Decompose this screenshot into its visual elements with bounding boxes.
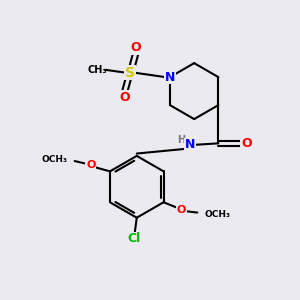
Text: O: O [86, 160, 95, 170]
Text: S: S [125, 66, 135, 80]
Text: CH₃: CH₃ [88, 65, 108, 75]
Text: O: O [119, 91, 130, 104]
Text: N: N [185, 138, 196, 151]
Text: OCH₃: OCH₃ [205, 209, 231, 218]
Text: O: O [176, 205, 186, 214]
Text: H: H [177, 135, 185, 146]
Text: OCH₃: OCH₃ [41, 155, 67, 164]
Text: N: N [165, 70, 175, 84]
Text: O: O [131, 41, 141, 54]
Text: Cl: Cl [127, 232, 140, 245]
Text: O: O [241, 137, 252, 150]
